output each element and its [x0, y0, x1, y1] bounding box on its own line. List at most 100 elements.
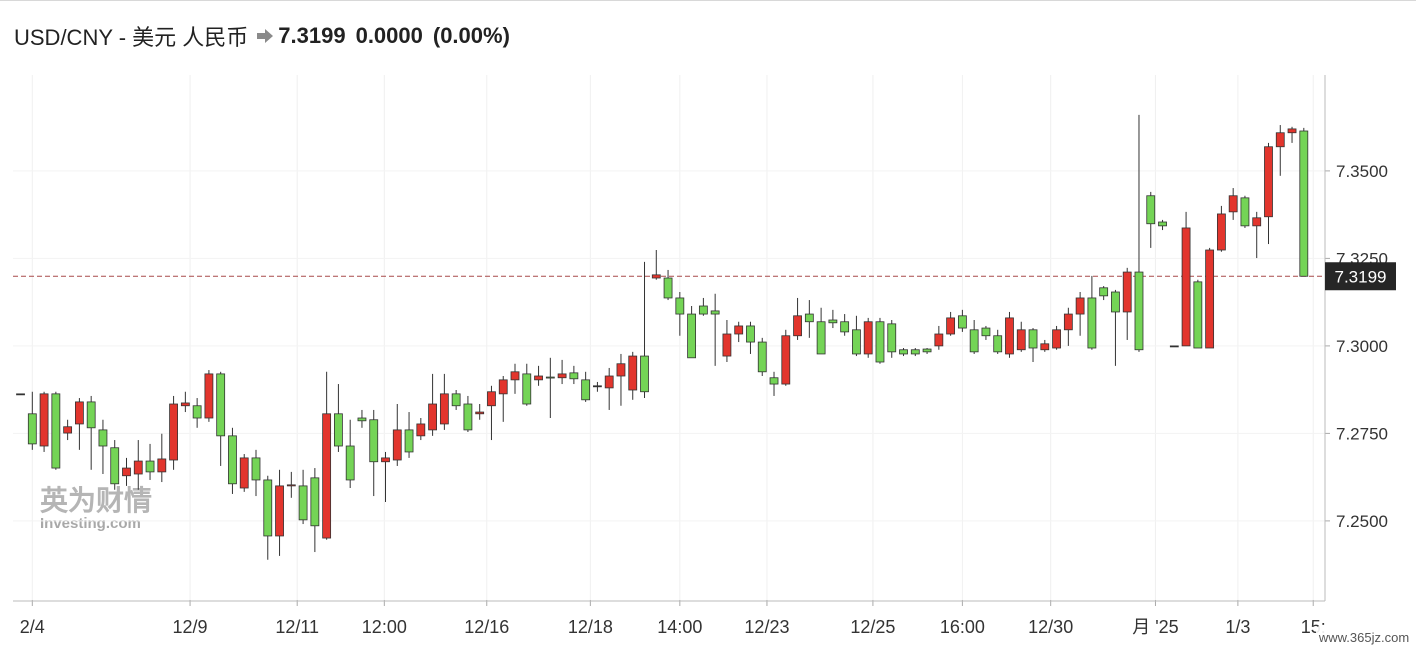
candle-body: [852, 329, 861, 355]
candle-body: [428, 403, 437, 431]
candle-body: [98, 429, 108, 447]
y-tick-label: 7.2750: [1336, 424, 1388, 443]
candle-body: [169, 403, 178, 461]
price-box: [1325, 262, 1396, 291]
candle-body: [1087, 297, 1097, 349]
x-tick-label: 12/30: [1028, 617, 1073, 637]
candle-body: [192, 405, 202, 419]
candle-body: [145, 460, 155, 473]
candle-body: [63, 426, 73, 434]
candle-body: [675, 297, 685, 315]
candle-body: [604, 375, 614, 389]
x-tick-label: 2/4: [20, 617, 45, 637]
candle-body: [463, 403, 473, 431]
x-tick-label: 12/9: [173, 617, 208, 637]
candle-body: [86, 401, 96, 429]
candle-body: [1122, 271, 1132, 313]
candle-body: [545, 376, 555, 379]
candle-body: [228, 435, 237, 485]
y-tick-label: 7.3500: [1336, 162, 1388, 181]
candle-body: [1181, 227, 1191, 347]
candle-body: [1228, 195, 1238, 213]
candle-body: [651, 274, 661, 279]
candle-body: [804, 313, 814, 323]
candle-body: [875, 321, 885, 363]
candle-body: [769, 377, 779, 385]
candle-body: [922, 348, 932, 353]
candle-body: [286, 484, 296, 487]
candle-body: [239, 457, 249, 489]
candle-body: [534, 375, 543, 381]
candle-body: [27, 413, 37, 445]
candle-body: [793, 315, 802, 337]
candle-body: [275, 485, 284, 537]
watermark-cn: 英为财情: [40, 485, 152, 516]
candle-body: [1016, 329, 1026, 351]
candle-body: [357, 417, 367, 422]
candle-body: [157, 458, 167, 473]
candle-body: [451, 393, 461, 407]
candle-body: [899, 349, 908, 355]
candle-body: [110, 447, 120, 485]
x-tick-label: 月 '25: [1132, 617, 1178, 637]
candle-body: [816, 321, 826, 355]
candle-body: [216, 373, 226, 437]
candle-body: [1158, 221, 1167, 227]
candle-body: [51, 393, 61, 469]
candle-body: [698, 305, 708, 315]
candle-body: [310, 477, 320, 527]
candle-body: [781, 335, 791, 385]
candle-body: [487, 391, 496, 407]
candle-body: [863, 321, 873, 355]
candle-body: [993, 335, 1003, 353]
candle-body: [981, 327, 991, 337]
candle-body: [16, 393, 25, 396]
candle-body: [263, 479, 273, 537]
x-tick-label: 12/11: [275, 617, 319, 637]
watermark: 英为财情 Investing.com: [40, 485, 152, 532]
candle-body: [934, 333, 944, 347]
watermark-en: Investing.com: [40, 515, 141, 532]
candle-body: [969, 329, 979, 353]
candle-body: [581, 379, 591, 401]
candle-body: [439, 393, 449, 425]
candle-body: [910, 349, 920, 355]
candle-body: [746, 325, 755, 343]
candle-body: [1063, 313, 1073, 331]
x-tick-label: 16:00: [940, 617, 985, 637]
candle-body: [663, 277, 673, 299]
candle-body: [1099, 287, 1109, 297]
candle-body: [616, 363, 626, 377]
candle-body: [1216, 213, 1226, 251]
candle-body: [887, 323, 897, 353]
x-tick-label: 12/25: [850, 617, 895, 637]
change-percent: (0.00%): [432, 23, 510, 48]
change: 0.0000: [355, 23, 423, 48]
candle-body: [1052, 329, 1061, 349]
candle-body: [640, 355, 649, 393]
candle-body: [628, 355, 638, 391]
candle-body: [1252, 217, 1262, 227]
candle-body: [757, 341, 767, 373]
pair-title: USD/CNY - 美元 人民币: [14, 25, 249, 50]
candle-body: [369, 419, 379, 463]
candle-body: [1040, 343, 1050, 351]
candle-body: [1005, 317, 1014, 355]
candle-body: [1264, 146, 1273, 218]
x-tick-label: 12/23: [744, 617, 789, 637]
candle-body: [1240, 197, 1250, 227]
candle-body: [204, 373, 214, 419]
site-watermark: www.365jz.com: [1318, 630, 1409, 645]
candle-body: [498, 379, 508, 395]
candle-body: [1111, 291, 1120, 313]
x-tick-label: 12/16: [464, 617, 509, 637]
candle-body: [722, 333, 732, 357]
candle-body: [1169, 345, 1179, 348]
candle-body: [828, 319, 838, 324]
candle-body: [404, 429, 414, 453]
y-tick-label: 7.2500: [1336, 512, 1388, 531]
x-tick-label: 1/3: [1225, 617, 1250, 637]
candle-body: [39, 393, 49, 447]
